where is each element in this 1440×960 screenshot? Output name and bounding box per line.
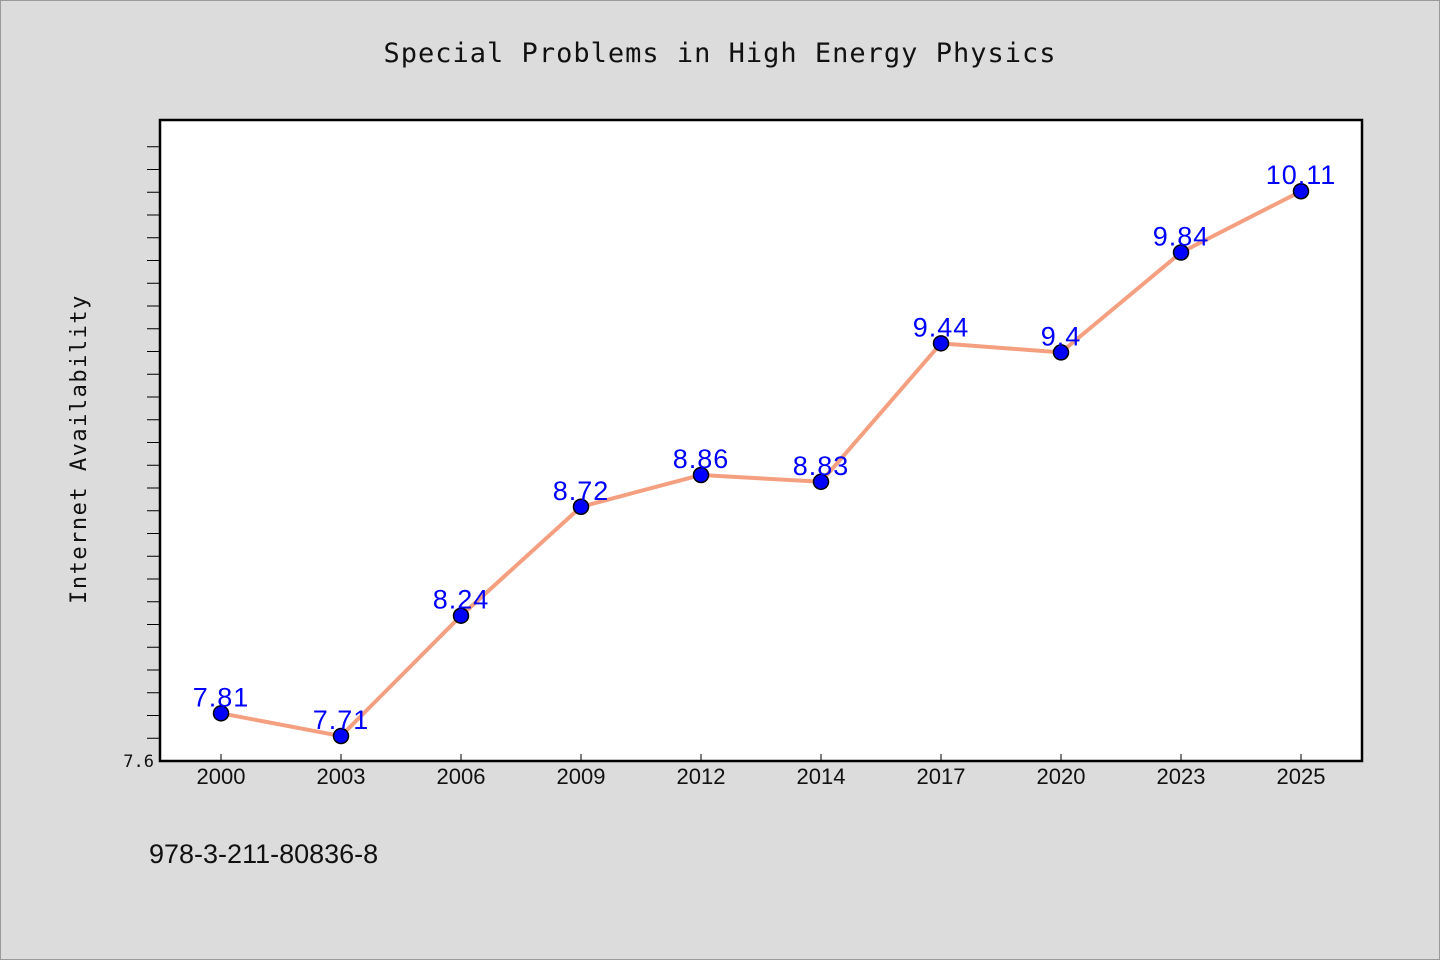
x-tick-label: 2012 [677,764,726,789]
data-point-marker [212,705,230,722]
x-tick-label: 2014 [797,764,846,789]
data-point-marker [1172,244,1190,261]
isbn-footer: 978-3-211-80836-8 [149,839,378,869]
data-point-marker [1052,344,1070,361]
x-tick-label: 2023 [1157,764,1206,789]
plot-area [158,118,1364,763]
y-tick-label: 7.6 [123,752,154,772]
x-tick-label: 2000 [197,764,246,789]
x-tick-label: 2006 [437,764,486,789]
data-label: 9.4 [1041,321,1082,351]
x-tick-label: 2003 [317,764,366,789]
data-point-marker [332,727,350,745]
data-label: 8.86 [673,444,730,474]
data-label: 9.84 [1153,222,1210,252]
y-axis-label: Internet Availability [67,294,92,604]
data-label: 10.11 [1266,160,1337,190]
data-point-marker [932,335,950,352]
x-tick-label: 2009 [557,764,606,789]
data-label: 7.81 [193,682,250,712]
data-labels: 7.81 7.71 8.24 8.72 8.86 8.83 9.44 9.4 9.84 10.11 [193,160,1337,735]
data-label: 8.83 [793,451,850,481]
chart-title: Special Problems in High Energy Physics [384,38,1057,69]
data-point-marker [1292,182,1310,200]
x-tick-label: 2025 [1277,764,1326,789]
data-point-marker [812,473,830,491]
data-point-marker [572,498,590,516]
x-tick-label: 2017 [917,764,966,789]
data-label: 8.24 [433,585,490,615]
series-line [220,189,1302,739]
data-label: 7.71 [313,705,370,735]
x-tick-label: 2020 [1037,764,1086,789]
data-label: 8.72 [553,476,610,506]
data-point-marker [452,607,470,624]
series-markers [212,182,1310,745]
y-axis-ticks [147,146,160,739]
x-axis: 2000 2003 2006 2009 2012 2014 2017 2020 2023 2025 [197,754,1326,789]
data-label: 9.44 [913,312,970,342]
data-point-marker [692,466,710,484]
